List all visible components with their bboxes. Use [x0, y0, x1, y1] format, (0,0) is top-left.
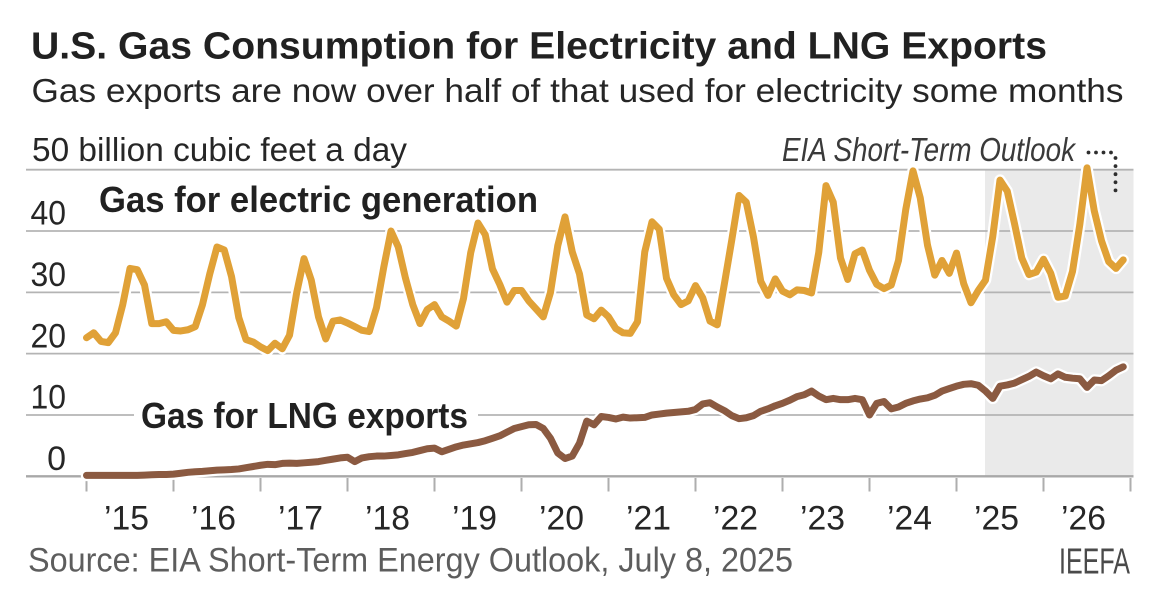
svg-text:50 billion cubic feet a day: 50 billion cubic feet a day — [32, 132, 407, 169]
svg-text:’20: ’20 — [539, 500, 584, 538]
svg-text:’24: ’24 — [887, 500, 932, 538]
svg-text:’22: ’22 — [713, 500, 758, 538]
svg-text:10: 10 — [31, 379, 67, 417]
svg-text:30: 30 — [31, 256, 67, 294]
svg-text:40: 40 — [31, 195, 67, 233]
svg-text:EIA Short-Term Outlook: EIA Short-Term Outlook — [782, 132, 1077, 169]
svg-text:’18: ’18 — [365, 500, 410, 538]
svg-text:0: 0 — [47, 440, 66, 478]
svg-text:U.S. Gas Consumption for Elect: U.S. Gas Consumption for Electricity and… — [31, 26, 1047, 68]
svg-text:’25: ’25 — [974, 500, 1019, 538]
svg-text:’19: ’19 — [452, 500, 497, 538]
svg-text:’26: ’26 — [1061, 500, 1106, 538]
svg-text:’21: ’21 — [626, 500, 671, 538]
svg-text:Gas exports are now over half: Gas exports are now over half of that us… — [32, 73, 1124, 110]
svg-text:Source: EIA Short-Term Energy: Source: EIA Short-Term Energy Outlook, J… — [28, 542, 793, 580]
svg-text:’15: ’15 — [104, 500, 149, 538]
svg-text:’23: ’23 — [800, 500, 845, 538]
svg-text:Gas for electric generation: Gas for electric generation — [99, 179, 538, 220]
svg-text:IEEFA: IEEFA — [1059, 541, 1130, 582]
svg-text:Gas for LNG exports: Gas for LNG exports — [141, 395, 468, 436]
svg-text:20: 20 — [31, 317, 67, 355]
svg-text:’16: ’16 — [191, 500, 236, 538]
svg-text:’17: ’17 — [278, 500, 323, 538]
